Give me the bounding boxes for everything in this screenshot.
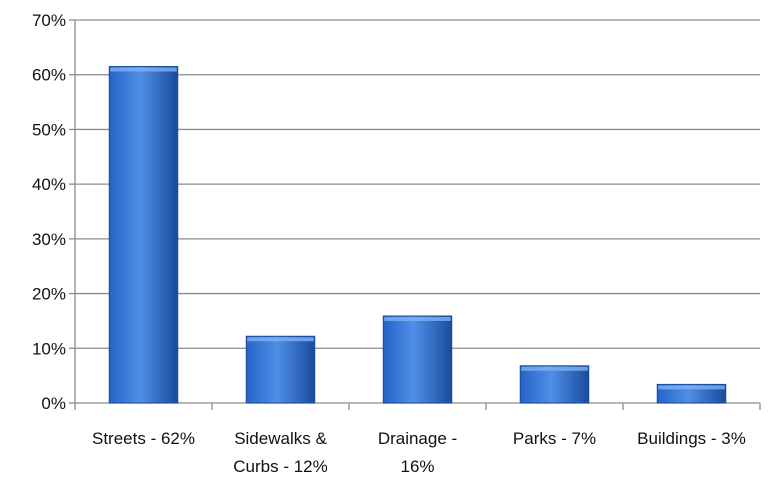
bar-highlight [658,385,725,390]
bar-body [245,335,316,404]
y-tick-label: 20% [32,285,66,304]
x-category-label-line: Buildings - 3% [637,429,746,448]
x-category-label: Drainage - 16% [378,429,457,476]
x-category-label-line: Sidewalks & [234,429,327,448]
bar [656,383,727,404]
bar-highlight [521,366,588,371]
y-tick-label: 60% [32,66,66,85]
bar-body [382,315,453,404]
x-category-label: Sidewalks & Curbs - 12% [233,429,327,476]
x-category-label-line: Streets - 62% [92,429,195,448]
y-tick-labels: 0% 10% 20% 30% 40% 50% 60% 70% [32,11,66,413]
bar-body [108,66,179,404]
y-tick-label: 30% [32,230,66,249]
gridlines [75,19,760,349]
x-category-label-line: 16% [400,457,434,476]
bar-highlight [384,317,451,322]
bar-highlight [247,337,314,342]
bar-body [519,365,590,404]
y-tick-label: 10% [32,339,66,358]
bar [519,365,590,404]
bar [382,315,453,404]
y-tick-label: 70% [32,11,66,30]
bar [108,66,179,404]
x-category-label: Buildings - 3% [637,429,746,448]
x-category-label-line: Curbs - 12% [233,457,327,476]
bar-highlight [110,67,177,72]
x-category-label-line: Parks - 7% [513,429,596,448]
bar [245,335,316,404]
x-category-label: Streets - 62% [92,429,195,448]
y-tick-label: 40% [32,175,66,194]
y-tick-label: 0% [41,394,66,413]
y-tick-label: 50% [32,120,66,139]
x-category-label-line: Drainage - [378,429,457,448]
x-category-labels: Streets - 62% Sidewalks & Curbs - 12% Drain… [92,429,746,476]
x-category-label: Parks - 7% [513,429,596,448]
bars [108,66,727,404]
